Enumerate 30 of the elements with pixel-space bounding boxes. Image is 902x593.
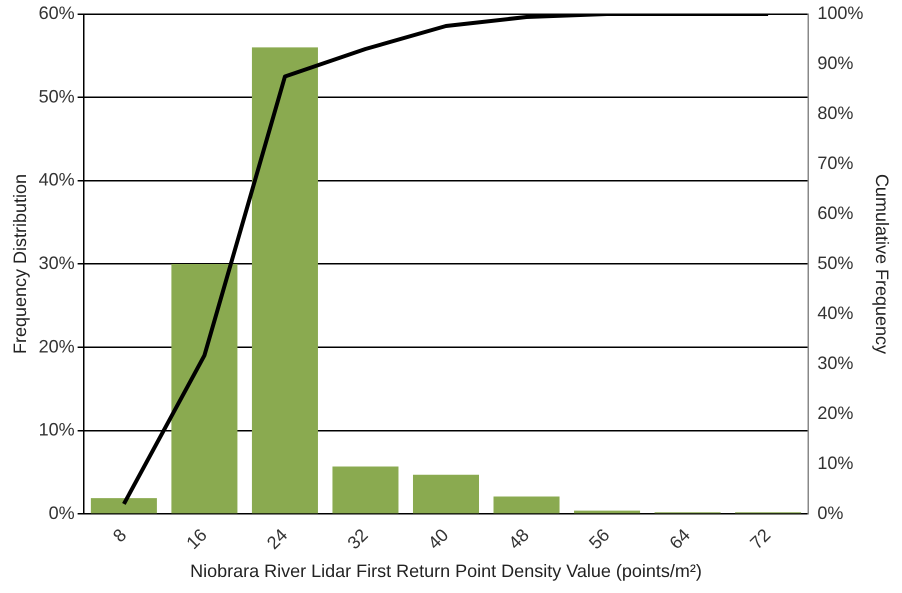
x-tick-label: 64 [666, 524, 694, 554]
y2-tick-label: 0% [817, 502, 844, 523]
y2-tick-label: 60% [817, 202, 854, 223]
x-tick-label: 32 [344, 524, 372, 554]
x-axis-title: Niobrara River Lidar First Return Point Density Value (points/m²) [190, 561, 702, 582]
x-tick-label: 24 [262, 524, 292, 554]
y2-tick-label: 40% [817, 302, 854, 323]
y-axis-title: Frequency Distribution [10, 174, 30, 354]
x-tick-label: 40 [424, 524, 452, 554]
y-tick-label: 0% [48, 502, 75, 523]
y2-axis-title: Cumulative Frequency [872, 174, 892, 354]
y2-tick-label: 20% [817, 402, 854, 423]
y-tick-label: 20% [38, 336, 75, 356]
y2-tick-label: 100% [817, 2, 864, 23]
y-tick-label: 10% [38, 420, 75, 440]
x-tick-label: 16 [182, 524, 211, 554]
y-tick-label: 40% [38, 170, 75, 190]
x-tick-label: 8 [109, 524, 130, 546]
y2-tick-label: 80% [817, 102, 854, 123]
y2-tick-label: 30% [817, 352, 854, 373]
y-tick-label: 50% [38, 86, 75, 106]
x-tick-label: 48 [504, 524, 533, 554]
x-tick-label: 72 [746, 524, 774, 554]
y2-tick-label: 10% [817, 452, 854, 473]
x-tick-label: 56 [585, 524, 614, 554]
y-tick-label: 60% [38, 2, 75, 23]
y-tick-label: 30% [38, 252, 75, 273]
y2-tick-label: 90% [817, 52, 854, 73]
y2-tick-label: 50% [817, 252, 854, 273]
y2-tick-label: 70% [817, 152, 854, 173]
